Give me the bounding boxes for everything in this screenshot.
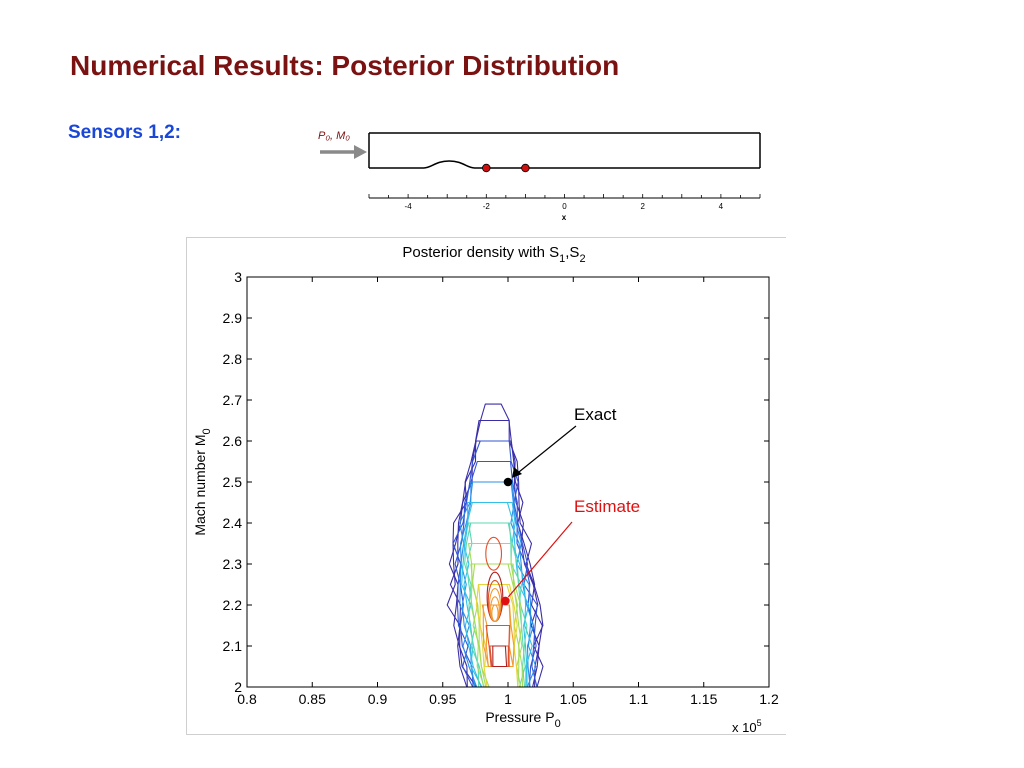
sensor-2-marker [521,163,530,173]
y-tick-label: 2.7 [223,392,243,408]
x-tick-label: 1.1 [629,691,649,707]
x-tick-label: 0.95 [429,691,456,707]
y-tick-label: 2.5 [223,474,243,490]
x-tick-label: 0.9 [368,691,388,707]
annotation-estimate-arrow [507,521,573,598]
annotation-exact-arrow [513,425,577,477]
inlet-arrow-icon [320,145,367,159]
x-axis-label: Pressure P0 [485,709,560,730]
duct-schematic: P₀, M₀ -4 -2 0 2 4 x [318,130,761,222]
contour-peak-ring [491,604,499,622]
y-tick-label: 2.6 [223,433,243,449]
contour-secondary-ring [485,536,503,571]
schematic-tick-label: 4 [719,202,724,211]
contour-level-4 [452,440,538,688]
contour-level-12 [468,542,524,688]
y-tick-label: 2.3 [223,556,243,572]
y-tick-label: 2.1 [223,638,243,654]
estimate-point [501,596,510,606]
y-tick-label: 2.8 [223,351,243,367]
posterior-contour-plot: Posterior density with S1,S2 0.8 0.85 0.9 0… [186,237,786,735]
contour-lines [446,403,544,688]
sensor-markers [482,163,530,173]
annotation-exact-label: Exact [574,405,617,424]
exact-point [503,477,513,487]
x-tick-label: 1.05 [560,691,587,707]
x-tick-label: 0.8 [237,691,257,707]
annotation-estimate-label: Estimate [574,497,640,516]
chart-title: Posterior density with S1,S2 [402,244,585,265]
contour-level-3 [449,440,540,688]
sensors-label: Sensors 1,2: [68,122,181,143]
y-tick-label: 2 [234,679,242,695]
y-tick-label: 3 [234,269,242,285]
annotation-exact-arrowhead-icon [512,467,522,478]
contour-level-14 [471,563,520,688]
schematic-x-axis: -4 -2 0 2 4 [368,194,761,211]
inlet-label: P₀, M₀ [318,130,350,142]
sensor-1-marker [482,163,491,173]
contour-level-18 [481,604,514,668]
schematic-tick-label: -2 [483,202,491,211]
x-tick-label: 1 [504,691,512,707]
y-tick-label: 2.2 [223,597,243,613]
schematic-tick-label: 2 [640,202,645,211]
duct-outline [368,132,761,169]
contour-level-21 [492,645,508,668]
contour-level-8 [461,501,533,688]
contour-level-15 [475,583,519,688]
x-axis-multiplier: x 105 [732,718,762,735]
schematic-x-label: x [562,213,567,222]
y-axis-label: Mach number M0 [192,428,213,535]
contour-level-1 [446,403,544,688]
slide-title: Numerical Results: Posterior Distributio… [70,50,620,81]
x-axis-ticks: 0.8 0.85 0.9 0.95 1 1.05 1.1 1.15 1.2 [237,277,779,707]
y-tick-label: 2.4 [223,515,243,531]
y-tick-label: 2.9 [223,310,243,326]
schematic-tick-label: -4 [405,202,413,211]
y-axis-ticks: 2 2.1 2.2 2.3 2.4 2.5 2.6 2.7 2.8 2.9 3 [223,269,769,695]
x-tick-label: 1.2 [759,691,779,707]
x-tick-label: 1.15 [690,691,717,707]
contour-level-19 [485,624,511,668]
x-tick-label: 0.85 [299,691,326,707]
schematic-tick-label: 0 [562,202,567,211]
